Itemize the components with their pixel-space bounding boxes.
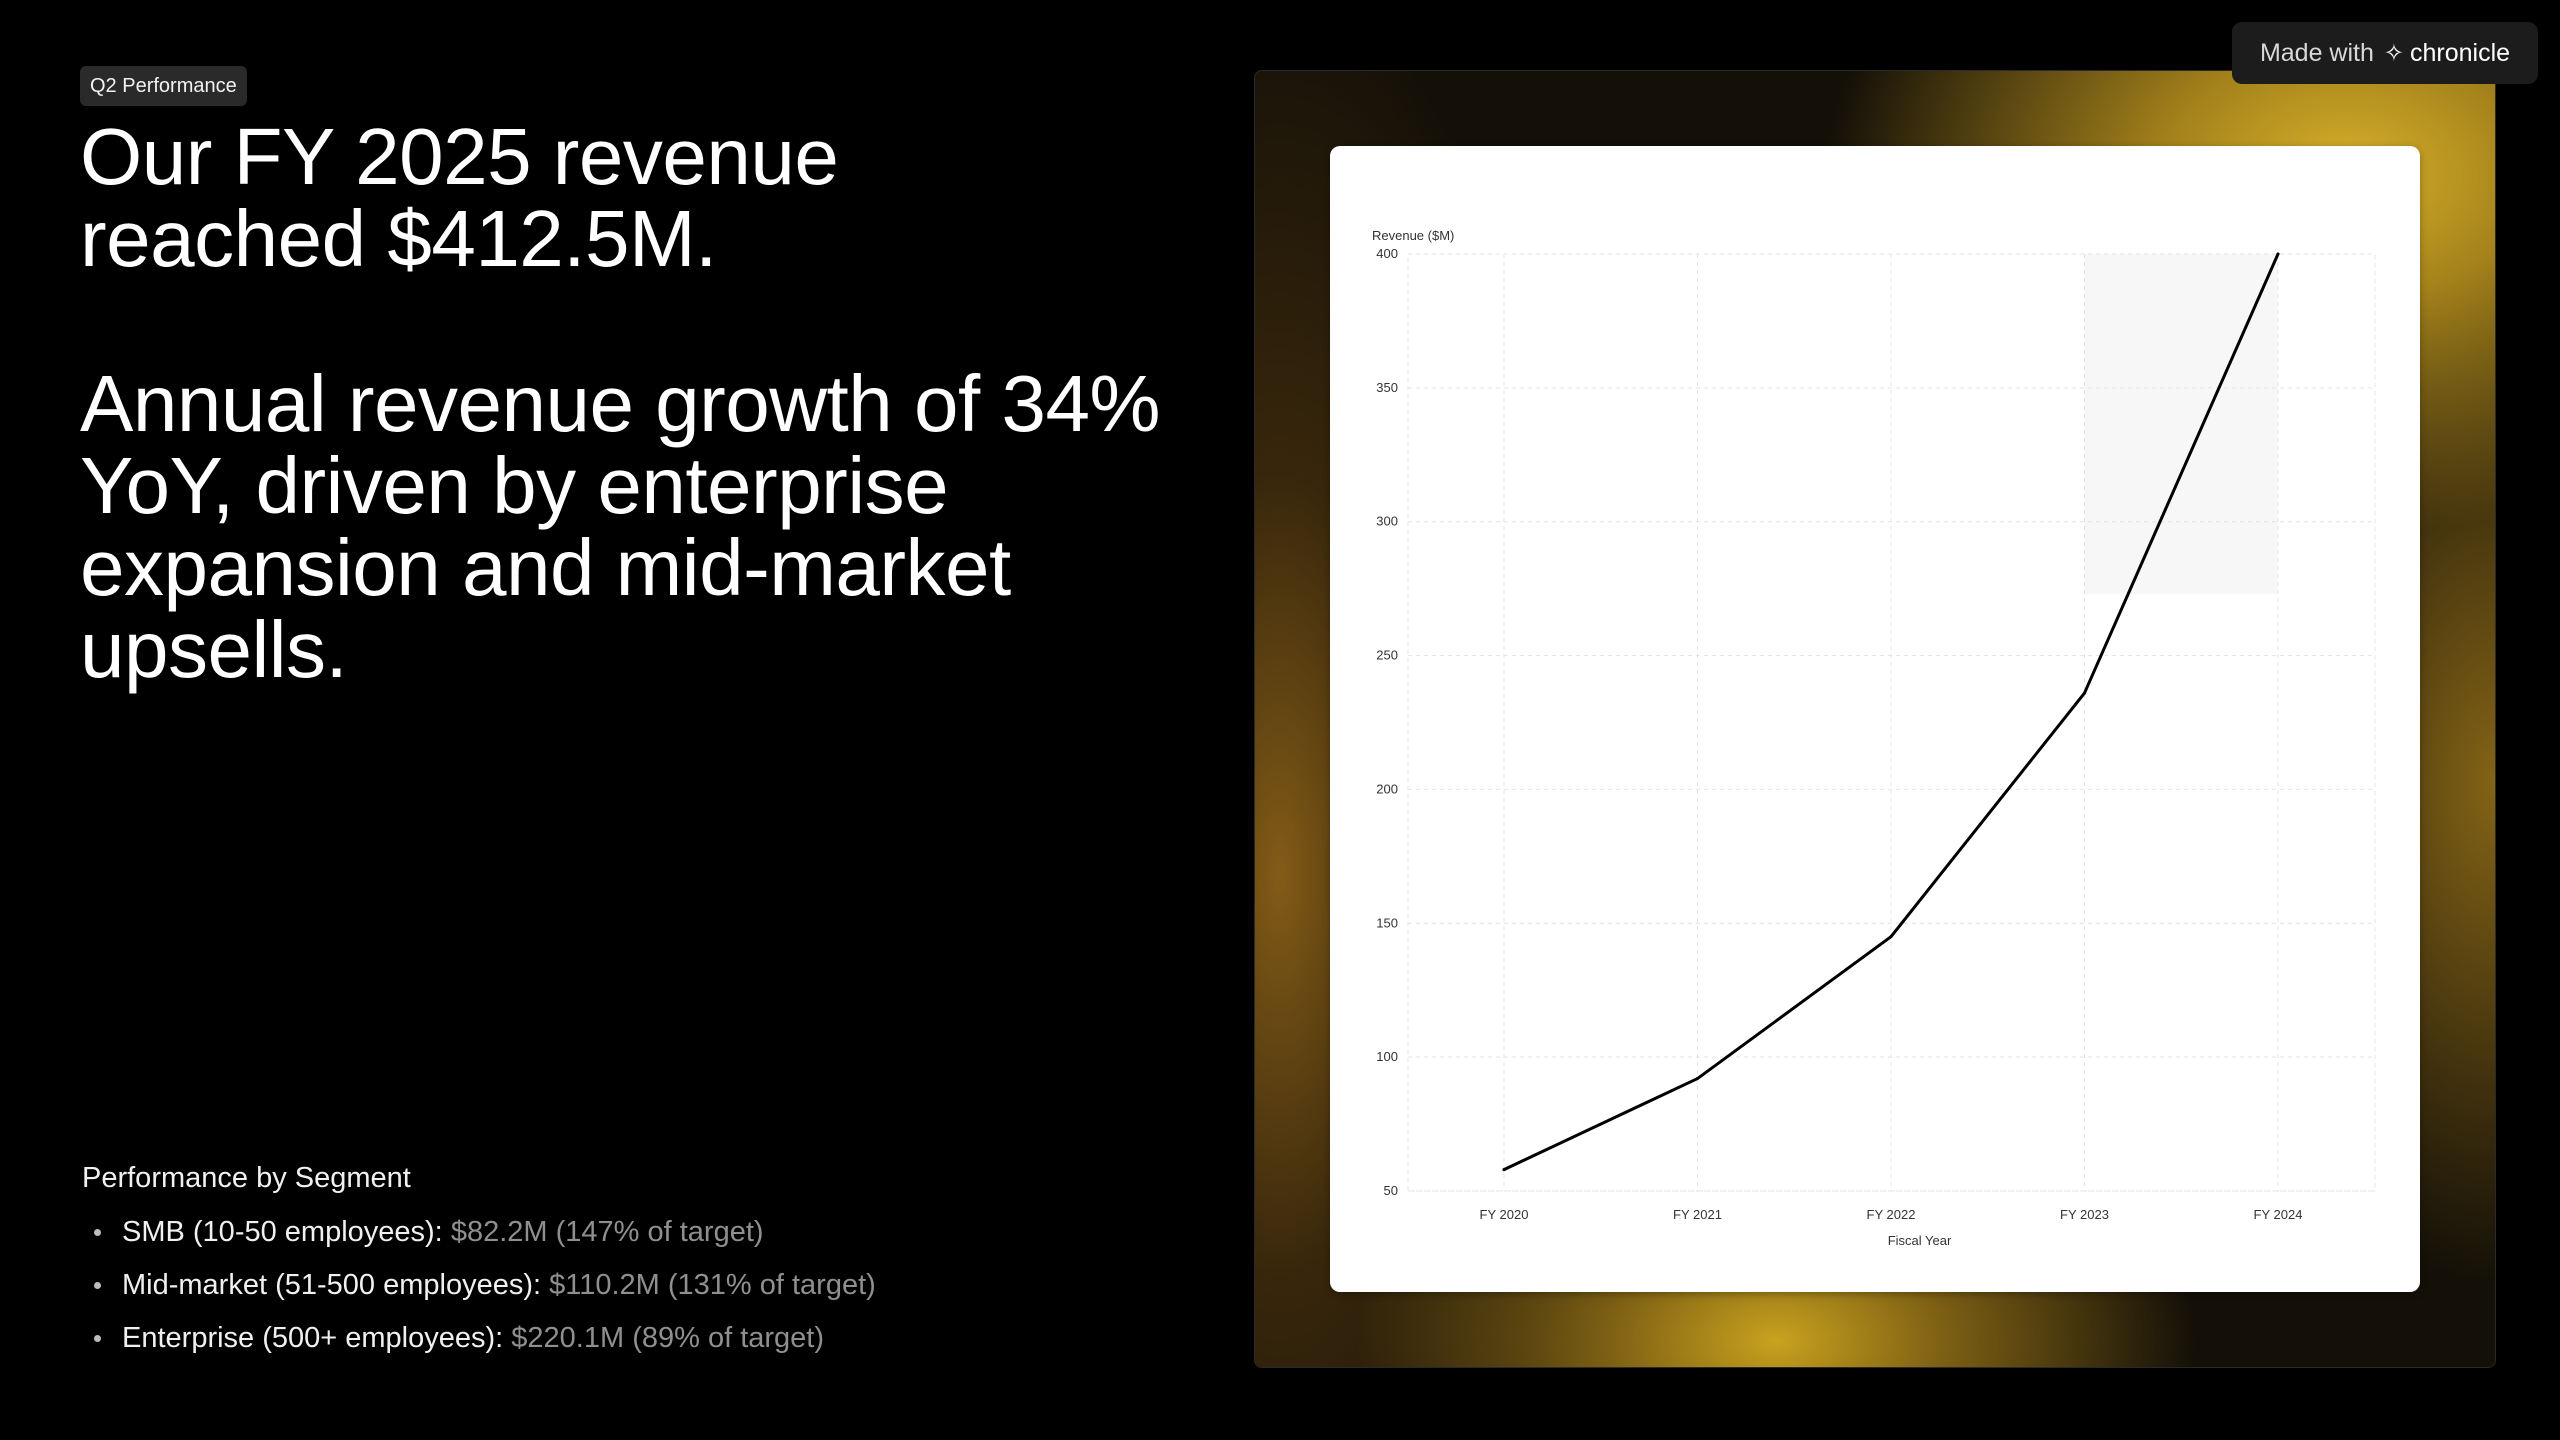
bullet-icon [94, 1229, 101, 1236]
segment-value: $110.2M (131% of target) [549, 1269, 876, 1301]
bullet-icon [94, 1335, 101, 1342]
chart-card: 50 100 150 200 250 300 350 400 FY 2020 FY 2021 FY … [1330, 146, 2420, 1292]
y-tick-label: 50 [1384, 1183, 1398, 1198]
data-point [2083, 691, 2086, 695]
y-tick-label: 300 [1376, 514, 1398, 529]
segment-label: Enterprise (500+ employees): [122, 1322, 504, 1354]
headline-line: Our FY 2025 revenue [80, 112, 839, 201]
y-tick-label: 200 [1376, 781, 1398, 796]
y-tick-label: 250 [1376, 648, 1398, 663]
segment-label: Mid-market (51-500 employees): [122, 1269, 542, 1301]
subheadline: Annual revenue growth of 34% YoY, driven… [80, 359, 1161, 694]
segment-value: $220.1M (89% of target) [511, 1322, 825, 1354]
y-tick-label: 100 [1376, 1049, 1398, 1064]
data-point [1502, 1168, 1506, 1172]
segment-item-smb: SMB (10-50 employees): $82.2M (147% of t… [82, 1212, 1182, 1252]
data-point [1696, 1077, 1699, 1081]
segment-performance: Performance by Segment SMB (10-50 employ… [82, 1158, 1182, 1371]
segment-label: SMB (10-50 employees): [122, 1216, 443, 1248]
x-tick-label: FY 2022 [1867, 1207, 1916, 1222]
x-tick-label: FY 2024 [2254, 1207, 2303, 1222]
segment-item-enterprise: Enterprise (500+ employees): $220.1M (89… [82, 1318, 1182, 1358]
x-tick-label: FY 2020 [1480, 1207, 1529, 1222]
y-tick-label: 400 [1376, 246, 1398, 261]
x-axis-title: Fiscal Year [1888, 1233, 1952, 1248]
y-axis-title: Revenue ($M) [1372, 228, 1454, 243]
highlight-region [2084, 254, 2278, 594]
bullet-icon [94, 1282, 101, 1289]
section-tag: Q2 Performance [80, 66, 247, 106]
headline: Our FY 2025 revenue reached $412.5M. [80, 116, 1200, 280]
data-point [1889, 935, 1893, 939]
x-tick-label: FY 2023 [2060, 1207, 2109, 1222]
y-tick-label: 150 [1376, 915, 1398, 930]
segment-value: $82.2M (147% of target) [450, 1216, 764, 1248]
revenue-line-chart: 50 100 150 200 250 300 350 400 FY 2020 FY 2021 FY … [1372, 228, 2376, 1248]
segment-list: SMB (10-50 employees): $82.2M (147% of t… [82, 1212, 1182, 1358]
x-tick-label: FY 2021 [1673, 1207, 1722, 1222]
y-tick-label: 350 [1376, 380, 1398, 395]
segments-title: Performance by Segment [82, 1162, 411, 1194]
sparkle-icon: ✧ [2383, 39, 2404, 67]
brand-name: chronicle [2410, 38, 2511, 67]
made-with-prefix: Made with [2259, 38, 2374, 67]
data-point [2276, 252, 2280, 256]
made-with-badge[interactable]: Made with ✧ chronicle [2232, 22, 2538, 84]
segment-item-mid-market: Mid-market (51-500 employees): $110.2M (… [82, 1265, 1182, 1305]
headline-line: reached $412.5M. [80, 194, 717, 283]
